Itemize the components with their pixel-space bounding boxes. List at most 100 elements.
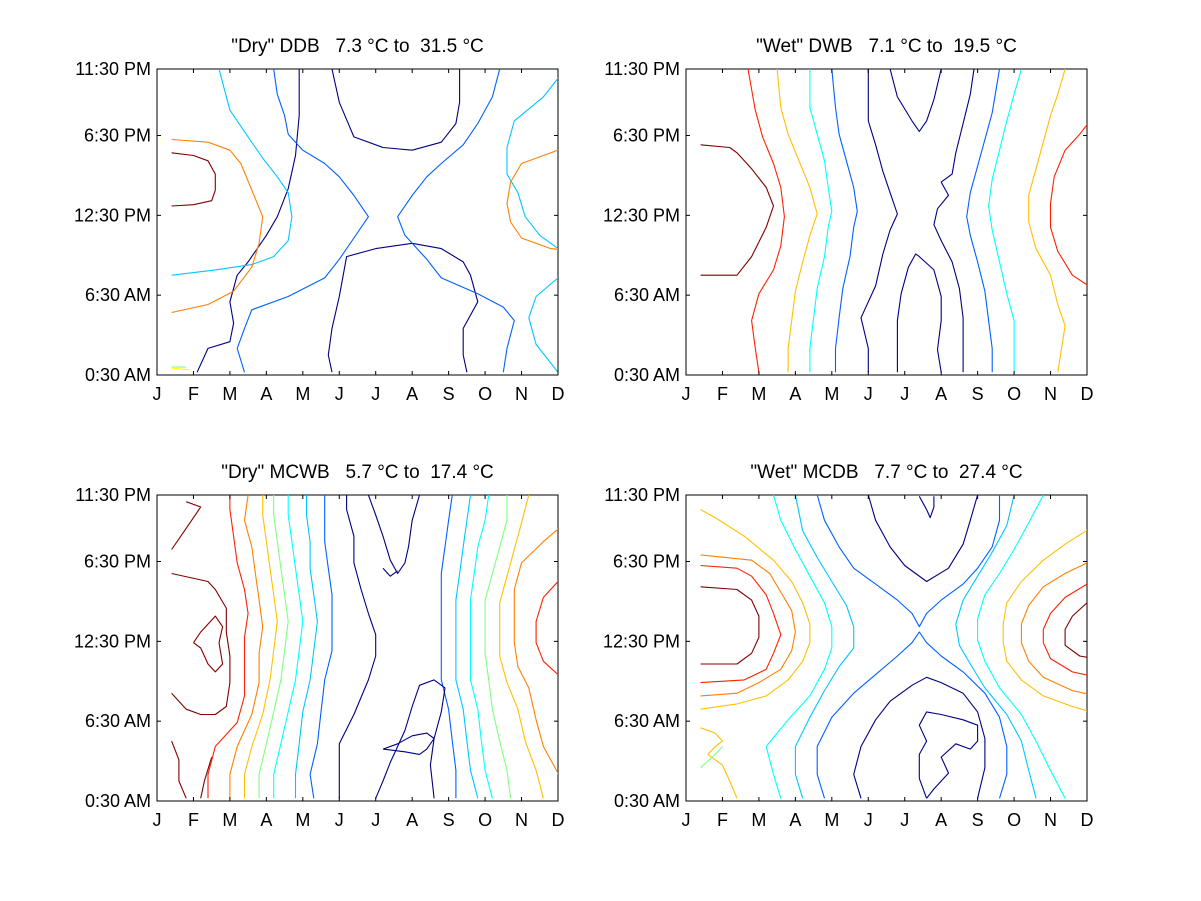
contour-line [440, 495, 457, 799]
x-tick-label: N [515, 810, 528, 830]
contour-line [816, 495, 1001, 628]
x-tick-label: J [371, 810, 380, 830]
contour-line [896, 253, 942, 373]
contour-line [171, 152, 216, 207]
contour-line [196, 69, 300, 373]
contour-line [236, 69, 369, 373]
contour-line [747, 69, 785, 373]
contour-lines [700, 495, 1087, 799]
y-tick-label: 11:30 PM [604, 59, 680, 79]
plot-frame [156, 494, 559, 802]
y-tick-label: 6:30 AM [85, 711, 151, 731]
x-tick-label: M [295, 810, 310, 830]
x-tick-label: F [188, 810, 199, 830]
x-tick-label: O [1007, 810, 1021, 830]
y-tick-label: 12:30 PM [603, 205, 680, 225]
contour-line [977, 495, 1066, 799]
contour-line [207, 495, 249, 799]
contour-line [955, 495, 1037, 799]
chart-title: "Dry" DDB 7.3 °C to 31.5 °C [231, 36, 484, 57]
x-tick-label: F [717, 810, 728, 830]
y-tick-label: 6:30 AM [614, 711, 680, 731]
x-tick-label: F [717, 384, 728, 404]
x-tick-label: J [335, 384, 344, 404]
contour-line [794, 495, 855, 799]
x-tick-label: N [1044, 384, 1057, 404]
x-tick-label: J [153, 810, 162, 830]
contour-line [506, 149, 558, 250]
contour-line [1020, 562, 1087, 695]
x-tick-label: J [682, 384, 691, 404]
contour-lines [171, 495, 580, 799]
x-tick-label: A [406, 810, 418, 830]
x-tick-label: J [900, 384, 909, 404]
contour-line [816, 631, 1008, 799]
x-tick-label: J [864, 384, 873, 404]
contour-line [171, 69, 293, 276]
x-tick-label: A [260, 810, 272, 830]
x-tick-label: A [935, 810, 947, 830]
plot-frame [685, 68, 1088, 376]
contour-line [513, 528, 558, 776]
contour-line [294, 495, 318, 799]
contour-line [171, 367, 190, 371]
contour-line [200, 756, 213, 799]
x-tick-label: A [260, 384, 272, 404]
chart-title: "Wet" DWB 7.1 °C to 19.5 °C [756, 36, 1017, 57]
contour-line [1064, 602, 1087, 658]
contour-line [809, 69, 833, 373]
contour-line [506, 77, 558, 250]
x-tick-label: S [972, 810, 984, 830]
contour-line [327, 242, 479, 373]
x-tick-label: S [443, 384, 455, 404]
x-tick-label: A [935, 384, 947, 404]
x-tick-label: J [900, 810, 909, 830]
contour-line [171, 501, 202, 550]
contour-line [1002, 529, 1087, 712]
contour-line [338, 495, 377, 799]
contour-line [528, 277, 558, 373]
x-tick-label: A [789, 384, 801, 404]
contour-line [171, 572, 231, 716]
contour-line [700, 727, 738, 799]
x-tick-label: F [188, 384, 199, 404]
x-tick-label: J [335, 810, 344, 830]
plot-frame [685, 494, 1088, 802]
x-tick-label: S [972, 384, 984, 404]
contour-lines [700, 69, 1087, 373]
y-tick-label: 0:30 AM [85, 791, 151, 811]
chart-title: "Wet" MCDB 7.7 °C to 27.4 °C [750, 462, 1022, 483]
contour-line [853, 676, 986, 799]
contour-line [331, 69, 461, 151]
x-tick-label: J [682, 810, 691, 830]
contour-line [229, 495, 264, 799]
contour-line [484, 495, 512, 799]
x-tick-label: O [478, 810, 492, 830]
x-tick-label: M [295, 384, 310, 404]
y-tick-label: 12:30 PM [74, 205, 151, 225]
contour-line [765, 495, 833, 799]
contour-line [889, 69, 942, 133]
chart-title: "Dry" MCWB 5.7 °C to 17.4 °C [221, 462, 494, 483]
contour-line [700, 746, 723, 769]
x-tick-label: D [552, 384, 565, 404]
contour-line [966, 69, 1001, 373]
contour-line [700, 564, 782, 684]
x-tick-label: M [751, 810, 766, 830]
y-tick-label: 0:30 AM [85, 365, 151, 385]
contour-lines [171, 69, 558, 373]
y-tick-label: 0:30 AM [614, 791, 680, 811]
contour-line [455, 495, 479, 799]
contour-line [700, 509, 811, 710]
contour-line [382, 567, 398, 577]
contour-line [700, 586, 760, 665]
contour-line [573, 576, 580, 616]
contour-line [535, 580, 558, 676]
contour-line [193, 615, 224, 673]
y-tick-label: 12:30 PM [74, 631, 151, 651]
contour-line [700, 554, 796, 697]
plot-frame [156, 68, 559, 376]
y-tick-label: 6:30 AM [85, 285, 151, 305]
contour-line [243, 495, 278, 799]
